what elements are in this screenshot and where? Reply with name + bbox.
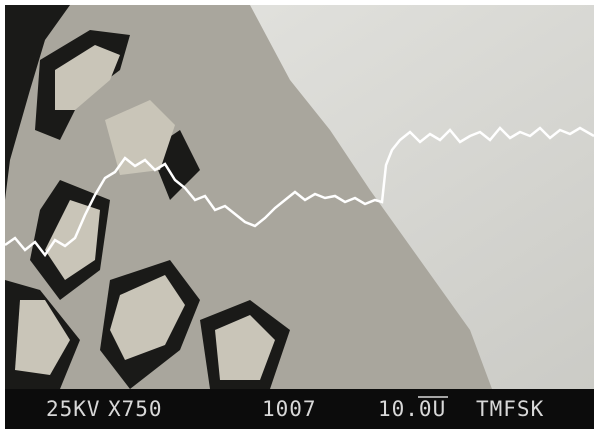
voltage: 25KV: [46, 397, 101, 421]
sem-image: 25KV X750 1007 10.0U TMFSK: [0, 0, 599, 434]
magnification: X750: [108, 397, 163, 421]
operator: TMFSK: [476, 397, 544, 421]
image-number: 1007: [262, 397, 317, 421]
scale: 10.0U: [378, 397, 446, 421]
